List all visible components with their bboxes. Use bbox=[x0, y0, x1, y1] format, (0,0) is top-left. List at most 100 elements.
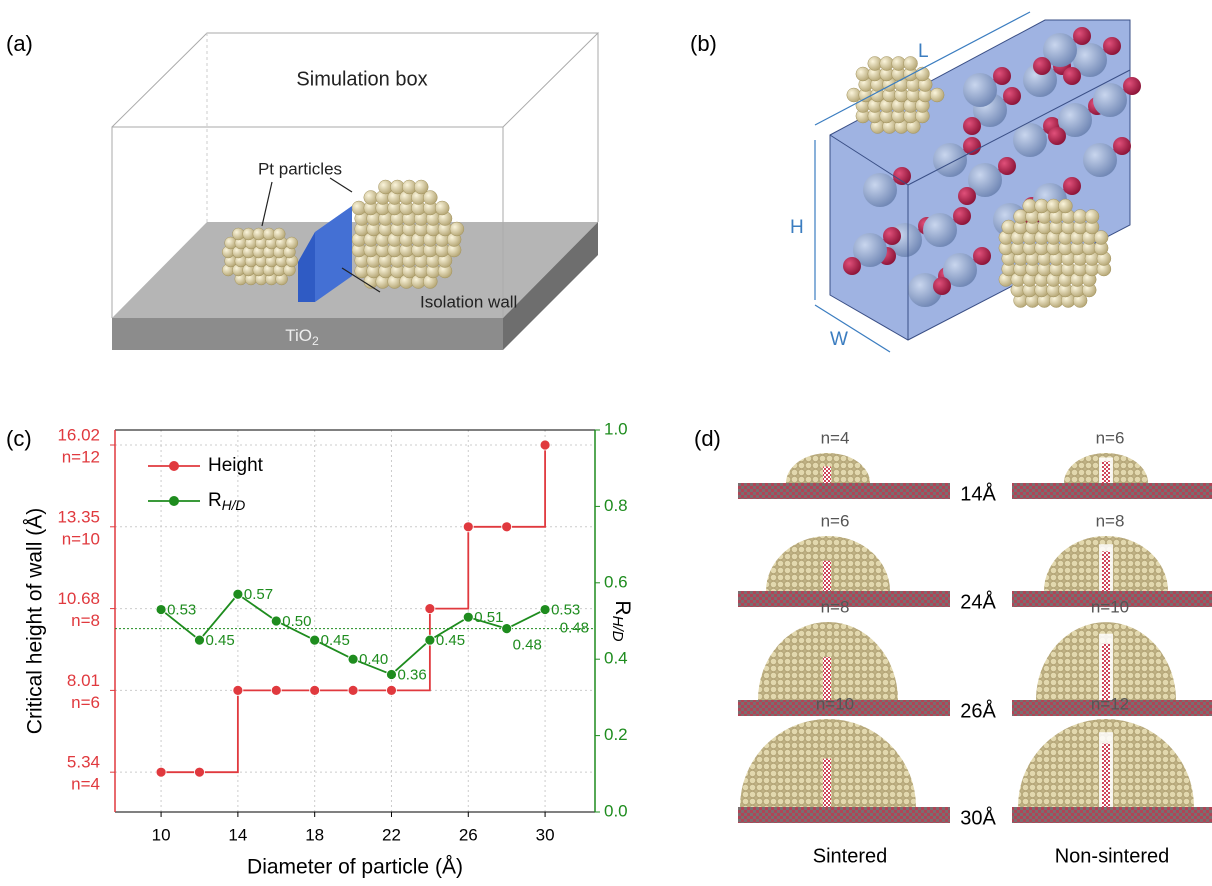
value-label: 0.53 bbox=[551, 602, 580, 619]
o-atom bbox=[1048, 127, 1066, 145]
panel-d: Sintered Non-sintered n=4 n=6 14Å n=6 n=8 24Å… bbox=[738, 428, 1212, 867]
o-atom bbox=[998, 157, 1016, 175]
substrate bbox=[1012, 591, 1212, 607]
column-label: Non-sintered bbox=[1055, 845, 1170, 867]
o-atom bbox=[1123, 77, 1141, 95]
substrate bbox=[1012, 700, 1212, 716]
o-atom bbox=[1033, 57, 1051, 75]
isolation-wall bbox=[823, 560, 831, 591]
point bbox=[270, 615, 282, 627]
substrate bbox=[1012, 483, 1212, 499]
value-label: 0.40 bbox=[359, 651, 388, 668]
point bbox=[309, 684, 321, 696]
o-atom bbox=[933, 277, 951, 295]
o-atom bbox=[993, 67, 1011, 85]
substrate bbox=[738, 700, 950, 716]
o-atom bbox=[893, 167, 911, 185]
value-label: 0.53 bbox=[167, 602, 196, 619]
reference-label: 0.48 bbox=[560, 620, 589, 637]
o-atom bbox=[1113, 137, 1131, 155]
o-atom bbox=[1003, 87, 1021, 105]
o-atom bbox=[1103, 37, 1121, 55]
wall-side bbox=[298, 232, 315, 302]
y-tick-label: 10.68 bbox=[57, 589, 100, 608]
panel-a: Simulation box Pt particles Isolation wa… bbox=[111, 32, 600, 350]
n-label: n=12 bbox=[1091, 694, 1129, 713]
ti-atom bbox=[963, 73, 997, 107]
y-tick-label: 8.01 bbox=[67, 671, 100, 690]
n-label: n=10 bbox=[816, 694, 854, 713]
y2-axis-label: RH/D bbox=[609, 600, 634, 641]
point bbox=[539, 604, 551, 615]
panel-b: L H W bbox=[790, 11, 1141, 353]
substrate bbox=[1012, 807, 1212, 823]
legend-marker bbox=[169, 461, 179, 471]
wall-label: Isolation wall bbox=[420, 292, 517, 311]
diameter-label: 26Å bbox=[960, 699, 996, 722]
n-label: n=8 bbox=[1096, 511, 1125, 530]
x-tick-label: 14 bbox=[228, 825, 247, 844]
y2-tick-label: 0.6 bbox=[604, 572, 628, 591]
point bbox=[155, 766, 167, 778]
o-atom bbox=[958, 187, 976, 205]
y2-tick-label: 0.8 bbox=[604, 496, 628, 515]
isolation-wall bbox=[1102, 743, 1110, 807]
dim-label: L bbox=[918, 41, 929, 62]
x-tick-label: 26 bbox=[459, 825, 478, 844]
value-label: 0.36 bbox=[397, 666, 426, 683]
atom bbox=[929, 87, 945, 103]
point bbox=[539, 439, 551, 451]
isolation-wall bbox=[1102, 551, 1110, 591]
o-atom bbox=[1063, 67, 1081, 85]
point bbox=[232, 684, 244, 696]
value-label: 0.51 bbox=[474, 609, 503, 626]
value-label: 0.45 bbox=[205, 632, 234, 649]
o-atom bbox=[953, 207, 971, 225]
y-tick-note: n=6 bbox=[71, 693, 100, 712]
o-atom bbox=[1073, 27, 1091, 45]
panel-label: (b) bbox=[690, 31, 717, 56]
box-wireframe bbox=[111, 32, 600, 318]
x-tick-label: 22 bbox=[382, 825, 401, 844]
atom bbox=[285, 236, 299, 250]
particles bbox=[846, 56, 1112, 308]
diameter-label: 14Å bbox=[960, 482, 996, 505]
atom bbox=[434, 200, 450, 216]
molecules bbox=[843, 27, 1141, 307]
point bbox=[462, 611, 474, 623]
point bbox=[194, 634, 205, 646]
ti-atom bbox=[1058, 103, 1092, 137]
y-tick-note: n=8 bbox=[71, 611, 100, 630]
diameter-label: 24Å bbox=[960, 590, 996, 613]
legend-label: Height bbox=[208, 455, 264, 476]
point bbox=[155, 604, 167, 615]
slab-front bbox=[112, 318, 503, 350]
point bbox=[309, 634, 321, 646]
substrate-label: TiO2 bbox=[285, 326, 319, 348]
n-label: n=8 bbox=[821, 597, 850, 616]
ti-atom bbox=[1073, 43, 1107, 77]
chart: 5.34 n=4 8.01 n=6 10.68 n=8 13.35 n=10 16.02 n=12… bbox=[24, 419, 635, 878]
point bbox=[347, 653, 359, 665]
isolation-wall bbox=[823, 657, 831, 700]
y-tick-label: 13.35 bbox=[57, 507, 100, 526]
y2-tick-label: 0.2 bbox=[604, 725, 628, 744]
ti-atom bbox=[968, 163, 1002, 197]
x-tick-label: 18 bbox=[305, 825, 324, 844]
x-tick-label: 10 bbox=[152, 825, 171, 844]
atom bbox=[449, 221, 465, 237]
ti-atom bbox=[1093, 83, 1127, 117]
y2-tick-label: 1.0 bbox=[604, 419, 628, 438]
value-label: 0.45 bbox=[321, 632, 350, 649]
o-atom bbox=[963, 117, 981, 135]
ti-atom bbox=[923, 213, 957, 247]
ti-atom bbox=[943, 253, 977, 287]
wall-front bbox=[315, 206, 352, 302]
y-tick-note: n=12 bbox=[62, 447, 100, 466]
point bbox=[462, 521, 474, 533]
panel-label: (a) bbox=[6, 31, 33, 56]
isolation-wall bbox=[1102, 461, 1110, 483]
atom bbox=[423, 190, 438, 205]
